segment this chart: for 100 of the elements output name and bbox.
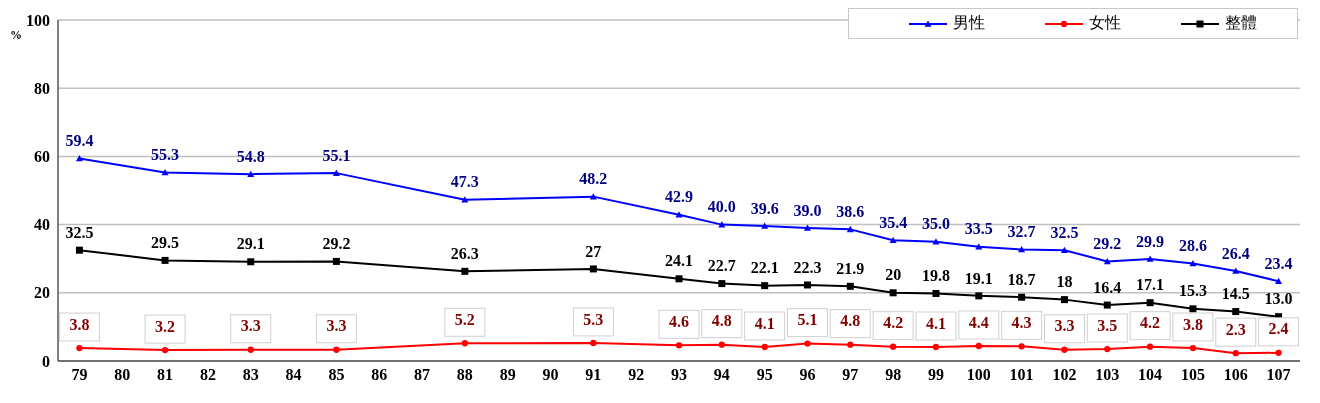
point [1103, 257, 1111, 265]
data-label: 28.6 [1178, 237, 1207, 255]
data-label: 4.8 [840, 312, 861, 330]
data-label: 47.3 [450, 173, 479, 191]
data-label: 19.1 [964, 269, 993, 287]
data-label: 16.4 [1093, 278, 1122, 296]
point [675, 275, 683, 283]
point [590, 339, 597, 347]
point [461, 196, 469, 203]
data-label: 3.8 [1182, 315, 1203, 333]
x-tick-label: 97 [842, 366, 859, 384]
data-label: 55.1 [322, 146, 351, 164]
data-label: 21.9 [836, 259, 865, 277]
point [889, 236, 897, 244]
x-tick-label: 102 [1052, 366, 1077, 384]
data-label: 32.5 [65, 223, 94, 241]
data-label: 19.8 [921, 267, 950, 285]
x-tick-label: 83 [242, 366, 259, 384]
y-tick-label: 100 [26, 11, 50, 29]
data-label: 42.9 [665, 188, 693, 206]
data-label: 35.4 [879, 213, 908, 231]
data-label: 4.1 [925, 314, 946, 332]
data-label: 13.0 [1264, 290, 1293, 308]
point [1275, 277, 1283, 285]
data-label: 32.5 [1050, 223, 1079, 241]
data-label: 40.0 [707, 198, 736, 216]
point [1232, 350, 1239, 357]
data-label: 29.2 [322, 235, 351, 253]
data-label: 3.3 [240, 317, 261, 335]
data-label: 4.6 [669, 312, 689, 330]
x-tick-label: 80 [114, 366, 131, 384]
data-label: 39.0 [793, 201, 822, 219]
point [461, 267, 469, 275]
point [804, 340, 811, 347]
point [718, 341, 725, 348]
point [1104, 345, 1111, 353]
x-tick-label: 89 [499, 366, 516, 384]
point [846, 225, 854, 233]
point [332, 257, 340, 265]
data-label: 5.3 [583, 310, 604, 328]
x-tick-label: 91 [585, 366, 602, 384]
data-label: 39.6 [750, 199, 779, 217]
x-tick-label: 96 [799, 366, 816, 384]
data-label: 18.7 [1007, 270, 1036, 288]
y-tick-label: 60 [34, 148, 50, 166]
point [1232, 267, 1240, 274]
data-label: 4.4 [968, 313, 989, 331]
data-label: 15.3 [1178, 282, 1207, 300]
point [803, 281, 811, 289]
point [589, 265, 597, 273]
point [247, 346, 254, 353]
y-tick-label: 80 [34, 79, 50, 97]
point [1232, 308, 1240, 316]
point [1146, 255, 1154, 262]
point [761, 282, 769, 290]
data-label: 29.1 [236, 235, 265, 253]
point [761, 222, 769, 229]
x-tick-label: 79 [71, 366, 88, 384]
data-label: 18 [1056, 273, 1073, 291]
x-tick-label: 84 [285, 366, 302, 384]
data-label: 4.2 [1140, 314, 1161, 332]
data-label: 3.3 [326, 317, 347, 335]
legend-label: 男性 [953, 13, 985, 33]
point [1018, 343, 1025, 350]
data-label: 38.6 [836, 203, 865, 221]
point [333, 346, 340, 353]
y-tick-label: 40 [34, 216, 50, 234]
x-tick-label: 81 [157, 366, 174, 384]
x-tick-label: 107 [1266, 366, 1291, 384]
point [675, 211, 683, 218]
data-label: 48.2 [579, 170, 608, 188]
point [1018, 245, 1026, 253]
point [1146, 343, 1154, 350]
point [847, 341, 854, 348]
data-label: 35.0 [921, 215, 950, 233]
point [761, 343, 768, 351]
y-axis-title: % [10, 28, 22, 43]
point [1060, 246, 1068, 253]
point [1103, 301, 1111, 309]
data-label: 24.1 [665, 252, 693, 270]
data-label: 3.2 [155, 317, 176, 335]
point [247, 258, 255, 266]
point [332, 169, 340, 176]
data-label: 20 [885, 266, 902, 284]
point [846, 282, 854, 290]
x-tick-label: 93 [671, 366, 687, 384]
point [889, 289, 897, 297]
data-label: 2.4 [1268, 320, 1289, 338]
point [975, 342, 982, 350]
data-label: 4.8 [711, 312, 732, 330]
data-label: 29.2 [1093, 235, 1122, 253]
data-label: 2.3 [1225, 320, 1246, 338]
data-label: 3.5 [1097, 316, 1118, 334]
data-label: 4.3 [1011, 314, 1032, 332]
point [589, 193, 597, 200]
point [247, 170, 255, 177]
x-tick-label: 95 [756, 366, 773, 384]
point [75, 154, 83, 162]
point [161, 256, 169, 264]
x-tick-label: 92 [628, 366, 645, 384]
